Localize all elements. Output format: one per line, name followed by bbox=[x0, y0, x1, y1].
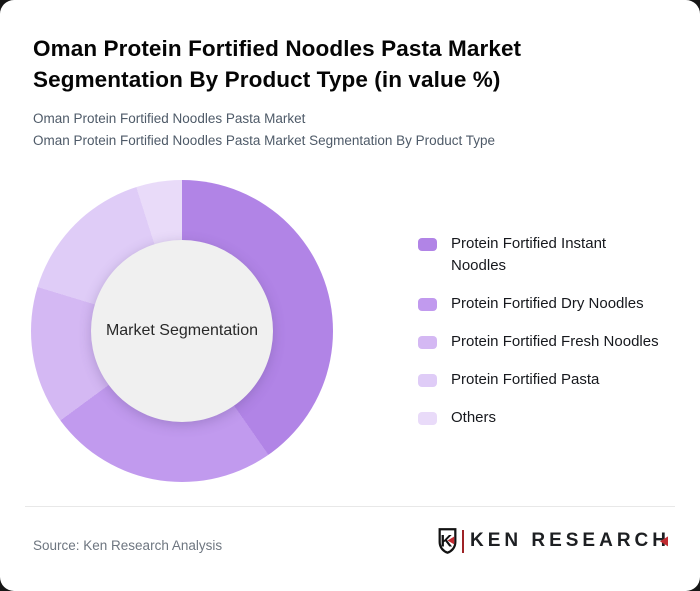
legend-label: Protein Fortified Fresh Noodles bbox=[451, 333, 659, 350]
legend-label: Protein Fortified Pasta bbox=[451, 371, 600, 388]
legend-swatch bbox=[418, 411, 437, 425]
logo-k-letter: K bbox=[469, 530, 488, 551]
subtitle-block: Oman Protein Fortified Noodles Pasta Mar… bbox=[33, 108, 495, 151]
legend-label: Protein Fortified Dry Noodles bbox=[451, 295, 644, 312]
svg-text:K: K bbox=[440, 533, 452, 551]
donut-center: Market Segmentation bbox=[91, 240, 273, 422]
source-text: Source: Ken Research Analysis bbox=[33, 538, 223, 553]
legend-swatch bbox=[418, 335, 437, 349]
subtitle-line-1: Oman Protein Fortified Noodles Pasta Mar… bbox=[33, 111, 306, 126]
legend-item: Protein Fortified Pasta bbox=[418, 369, 662, 391]
logo-wordmark: K EN RESEARCH bbox=[470, 530, 670, 552]
legend-swatch bbox=[418, 373, 437, 387]
page-title: Oman Protein Fortified Noodles Pasta Mar… bbox=[33, 36, 522, 92]
legend-item: Protein Fortified Dry Noodles bbox=[418, 293, 662, 315]
legend-label: Protein Fortified Instant Noodles bbox=[451, 235, 607, 274]
donut-center-label: Market Segmentation bbox=[105, 322, 259, 339]
legend-item: Others bbox=[418, 407, 662, 429]
logo-divider-bar bbox=[461, 529, 464, 553]
ken-research-logo: K K EN RESEARCH bbox=[438, 528, 670, 554]
logo-k-triangle-icon bbox=[660, 536, 668, 547]
logo-wordmark-rest: EN RESEARCH bbox=[487, 530, 670, 551]
legend-item: Protein Fortified Instant Noodles bbox=[418, 233, 662, 277]
shield-k-icon: K bbox=[438, 528, 457, 554]
subtitle-line-2: Oman Protein Fortified Noodles Pasta Mar… bbox=[33, 132, 495, 148]
donut-chart: Market Segmentation bbox=[31, 180, 333, 482]
footer-divider bbox=[25, 506, 675, 507]
legend-label: Others bbox=[451, 409, 497, 426]
legend-item: Protein Fortified Fresh Noodles bbox=[418, 331, 662, 353]
legend-swatch bbox=[418, 297, 437, 311]
chart-legend: Protein Fortified Instant Noodles Protein… bbox=[418, 233, 662, 429]
legend-swatch bbox=[418, 237, 437, 251]
